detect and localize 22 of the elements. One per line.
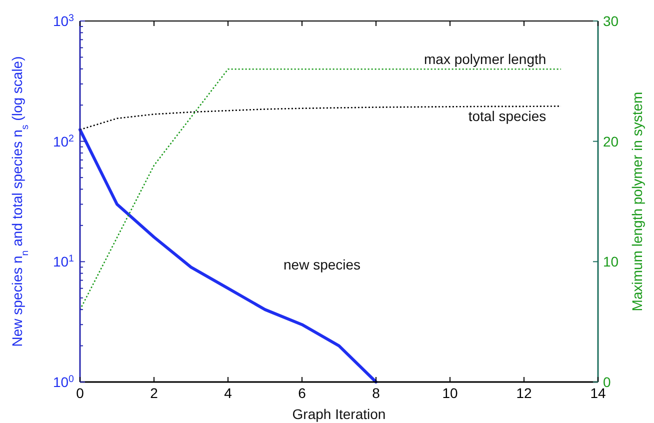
x-tick-label: 2 <box>150 385 158 401</box>
x-tick-label: 0 <box>76 385 84 401</box>
x-tick-label: 12 <box>516 385 532 401</box>
x-tick-label: 8 <box>372 385 380 401</box>
y2-tick-label: 30 <box>603 13 619 29</box>
line-series <box>78 128 378 384</box>
y-tick-label: 10$^{3}$ <box>52 12 75 29</box>
line-series <box>79 106 562 130</box>
y-tick-label: 10$^{0}$ <box>52 374 75 390</box>
y-tick-label: 10$^{1}$ <box>52 253 74 270</box>
y-tick-label: 10$^{2}$ <box>52 132 74 150</box>
y2-axis-title: Maximum length polymer in system <box>629 92 645 312</box>
series-label: max polymer length <box>424 51 546 68</box>
text: new species <box>284 256 361 273</box>
y2-tick-label: 10 <box>603 254 619 270</box>
x-tick-label: 4 <box>224 385 232 401</box>
y2-tick-label: 0 <box>603 374 611 390</box>
x-tick-label: 6 <box>298 385 306 401</box>
x-tick-label: 10 <box>442 385 458 401</box>
series-label: total species <box>468 108 546 124</box>
y2-tick-label: 20 <box>603 133 619 150</box>
x-axis-title: Graph Iteration <box>292 406 386 422</box>
